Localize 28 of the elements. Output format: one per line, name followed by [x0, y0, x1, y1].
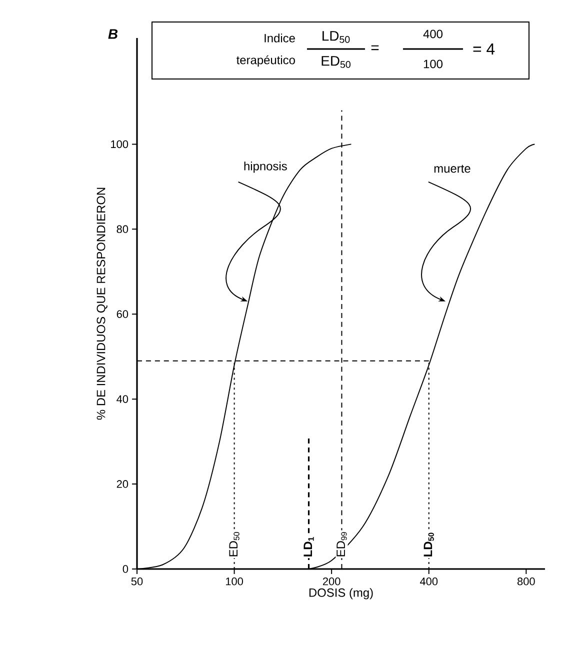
- annotation: = 4: [473, 44, 495, 54]
- y-tick-label: 0: [122, 565, 128, 573]
- annotation: ED$_{50}$: [322, 56, 350, 68]
- text: LD$_{50}$: [424, 532, 434, 556]
- y-tick-label: 60: [116, 310, 128, 318]
- annotation: LD$_{50}$: [322, 31, 350, 43]
- ref-line-label: ED$_{99}$: [336, 532, 347, 556]
- annotation: 100: [424, 60, 443, 68]
- y-tick-label: 100: [111, 140, 128, 148]
- annotation: 400: [423, 30, 443, 38]
- annotation: terapéutico: [236, 55, 295, 67]
- x-axis-title: DOSIS (mg): [309, 588, 373, 600]
- y-axis-title: % DE INDIVIDUOS QUE RESPONDIERON: [96, 188, 108, 420]
- annotation: Indice: [264, 34, 295, 42]
- series-label: hipnosis: [244, 162, 287, 173]
- x-tick-label: 400: [420, 578, 438, 586]
- y-tick-label: 20: [116, 480, 128, 488]
- ref-line-label: ED$_{50}$: [229, 532, 240, 556]
- text: LD$_{1}$: [304, 537, 314, 556]
- x-tick-label: 800: [517, 578, 535, 586]
- x-tick-label: 200: [322, 578, 340, 586]
- y-tick-label: 80: [116, 225, 128, 234]
- text: muerte: [434, 164, 470, 173]
- text: B: [108, 29, 118, 39]
- x-tick-label: 100: [226, 578, 243, 586]
- y-tick-label: 40: [116, 395, 128, 403]
- annotation: =: [371, 45, 379, 50]
- x-tick-label: 50: [131, 578, 143, 586]
